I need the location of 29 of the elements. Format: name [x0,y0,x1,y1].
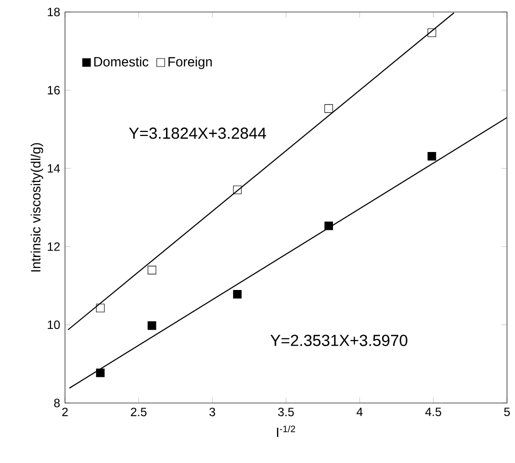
x-tick-label: 3.5 [278,408,294,416]
x-tick-label: 2 [62,408,68,416]
point [233,186,242,194]
x-tick-label: 2.5 [130,408,147,416]
point [324,222,333,230]
y-tick-label: 10 [48,320,60,330]
point [428,28,436,37]
legend-label: Domestic [94,56,148,66]
y-tick-label: 16 [48,86,60,94]
y-tick-label: 8 [54,398,60,408]
x-tick-label: 4 [356,408,363,416]
point [324,104,333,113]
annotation: Y=2.3531X+3.5970 [270,334,408,346]
point [233,290,242,299]
y-tick-label: 14 [48,164,60,173]
y-tick-label: 12 [48,242,60,251]
y-tick-label: 18 [48,8,60,16]
legend-label: Foreign [168,56,212,70]
annotation: Y=3.1824X+3.2844 [129,128,266,139]
x-tick-label: 5 [504,408,510,416]
x-tick-label: 3 [209,408,216,416]
point [428,152,436,161]
point [148,266,156,274]
x-tick-label: 4.5 [425,408,442,416]
x-axis-title: I$^{-1/2}$ [277,425,296,437]
point [96,304,105,312]
point [96,368,105,378]
y-axis-title: Intrinsic viscosity(dl/g) [30,143,44,272]
point [148,321,156,330]
